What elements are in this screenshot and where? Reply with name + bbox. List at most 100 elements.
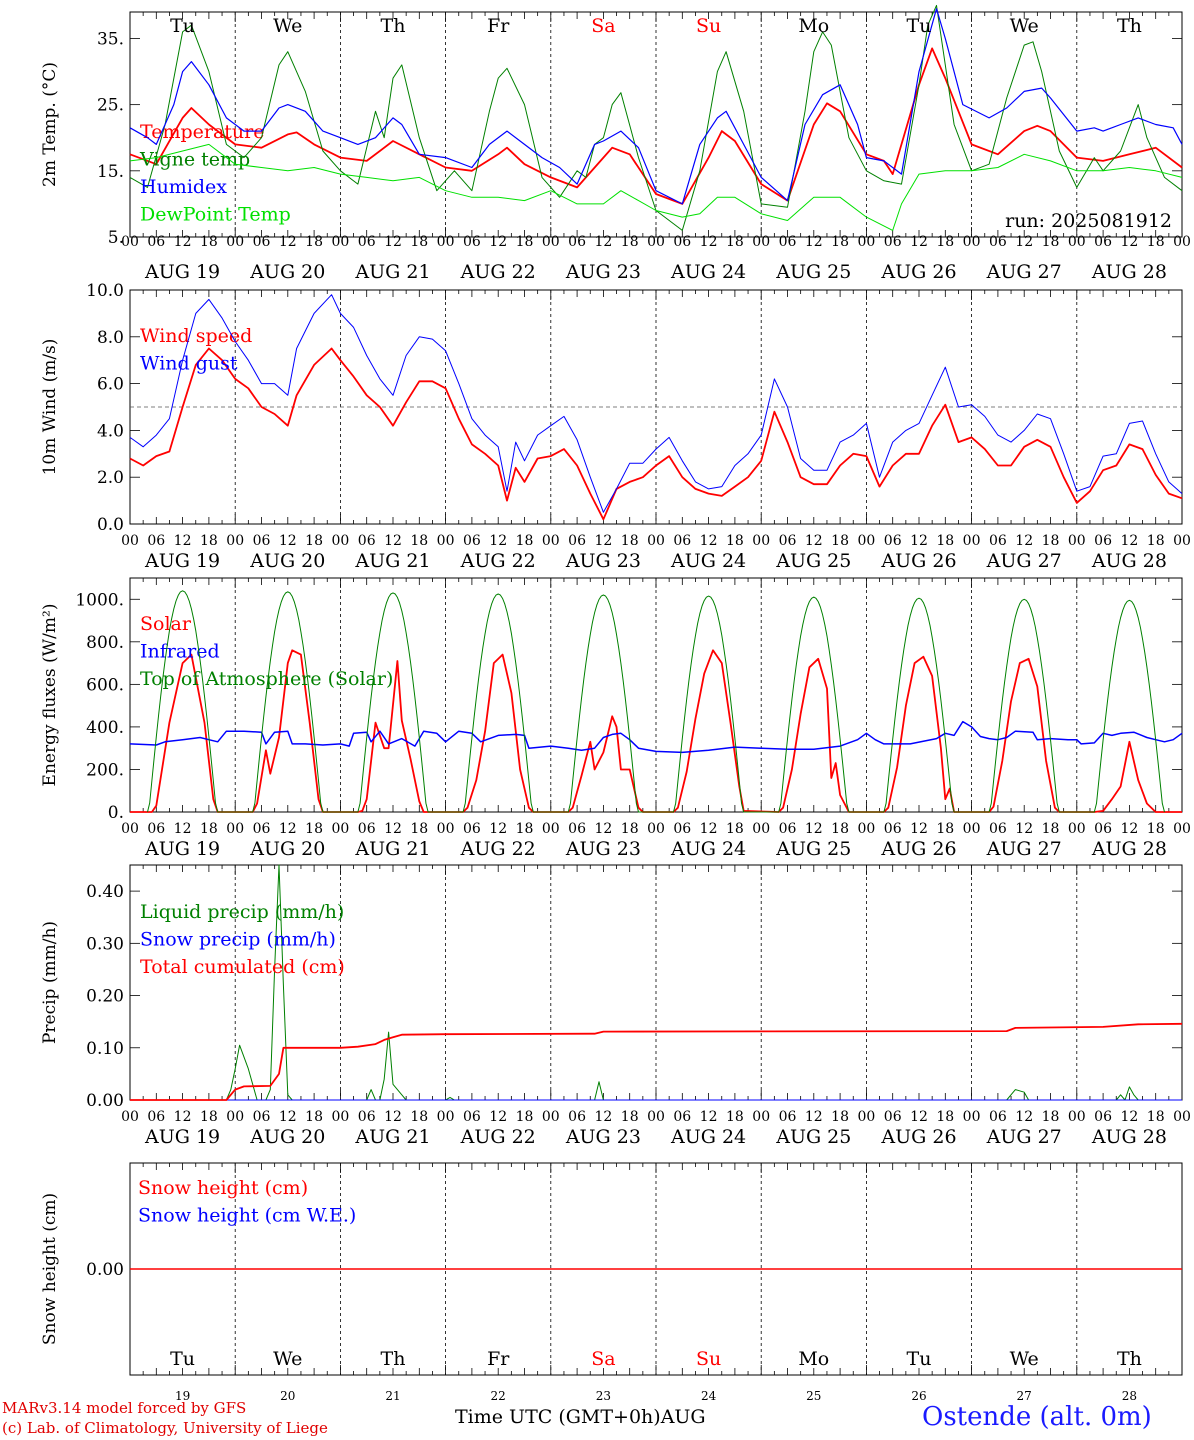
hour-tick-label: 00: [121, 533, 139, 549]
y-tick-label: 0.0: [97, 515, 124, 535]
hour-tick-label: 06: [147, 821, 165, 837]
date-label: AUG 27: [986, 550, 1062, 572]
legend-entry: Temperature: [140, 121, 264, 143]
legend-entry: Humidex: [140, 176, 227, 198]
date-label: AUG 24: [670, 1126, 746, 1148]
hour-tick-label: 18: [831, 533, 849, 549]
y-tick-label: 400.: [86, 718, 124, 738]
hour-tick-label: 00: [1173, 1109, 1191, 1125]
series-line-temperature-2: [129, 8, 1183, 205]
hour-tick-label: 06: [358, 821, 376, 837]
y-tick-label: 800.: [86, 633, 124, 653]
hour-tick-label: 06: [989, 234, 1007, 250]
hour-tick-label: 00: [542, 1109, 560, 1125]
legend-entry: Snow height (cm): [138, 1177, 308, 1199]
hour-tick-label: 18: [410, 1109, 428, 1125]
hour-tick-label: 06: [253, 533, 271, 549]
panel-precip: 0.00 0.10 0.20 0.30 0.40 Precip (mm/h) Liquid …: [40, 864, 1191, 1148]
series-line-wind-1: [129, 294, 1183, 513]
hour-tick-label: 12: [1120, 1109, 1138, 1125]
hour-tick-label: 00: [647, 533, 665, 549]
date-label: AUG 23: [565, 838, 641, 860]
date-label: AUG 25: [775, 1126, 851, 1148]
hour-tick-label: 00: [963, 234, 981, 250]
weekday-label: We: [273, 15, 302, 37]
hour-tick-label: 12: [1120, 234, 1138, 250]
hour-tick-label: 06: [147, 533, 165, 549]
panel-snow: 0.00 Snow height (cm) Snow height (cm) Snow…: [40, 1162, 1183, 1403]
hour-tick-label: 18: [305, 1109, 323, 1125]
y-tick-label: 0.00: [86, 1260, 124, 1280]
weekday-label: Tu: [170, 1348, 195, 1370]
hour-tick-label: 06: [884, 234, 902, 250]
weekday-label: Th: [381, 15, 406, 37]
date-label: AUG 22: [460, 1126, 536, 1148]
weekday-label: Su: [696, 15, 721, 37]
hour-tick-label: 06: [253, 821, 271, 837]
hour-tick-label: 12: [489, 1109, 507, 1125]
date-label: AUG 22: [460, 838, 536, 860]
hour-tick-label: 18: [936, 234, 954, 250]
y-tick-label: 8.0: [97, 328, 124, 348]
date-label: AUG 19: [144, 261, 220, 283]
date-label: AUG 21: [354, 838, 430, 860]
hour-tick-label: 00: [121, 234, 139, 250]
hour-tick-label: 12: [805, 821, 823, 837]
panel-wind: 0.0 2.0 4.0 6.0 8.0 10.0 10m Wind (m/s) Wind sp…: [40, 281, 1191, 572]
hour-tick-label: 00: [437, 234, 455, 250]
y-axis-label: 2m Temp. (°C): [40, 62, 60, 187]
hour-tick-label: 06: [779, 821, 797, 837]
date-label: AUG 25: [775, 261, 851, 283]
y-tick-label: 0.00: [86, 1091, 124, 1111]
hour-tick-label: 00: [857, 1109, 875, 1125]
hour-tick-label: 00: [331, 234, 349, 250]
date-label: AUG 20: [249, 1126, 325, 1148]
hour-tick-label: 12: [174, 1109, 192, 1125]
hour-tick-label: 00: [1068, 533, 1086, 549]
date-label: AUG 20: [249, 550, 325, 572]
hour-tick-label: 18: [621, 234, 639, 250]
hour-tick-label: 06: [568, 821, 586, 837]
weekday-label: Tu: [170, 15, 195, 37]
hour-tick-label: 18: [410, 533, 428, 549]
hour-tick-label: 00: [963, 821, 981, 837]
hour-tick-label: 12: [1015, 533, 1033, 549]
hour-tick-label: 12: [384, 234, 402, 250]
hour-tick-label: 00: [963, 1109, 981, 1125]
legend-entry: Top of Atmosphere (Solar): [140, 668, 393, 690]
hour-tick-label: 18: [200, 821, 218, 837]
hour-tick-label: 18: [516, 533, 534, 549]
hour-tick-label: 12: [384, 1109, 402, 1125]
day-number-label: 27: [1017, 1389, 1032, 1403]
weekday-label: Th: [1117, 15, 1142, 37]
hour-tick-label: 12: [279, 234, 297, 250]
credit-model: MARv3.14 model forced by GFS: [2, 1399, 247, 1417]
hour-tick-label: 06: [1094, 1109, 1112, 1125]
hour-tick-label: 06: [358, 533, 376, 549]
hour-tick-label: 12: [1015, 1109, 1033, 1125]
hour-tick-label: 06: [463, 234, 481, 250]
hour-tick-label: 00: [752, 234, 770, 250]
date-label: AUG 26: [880, 550, 956, 572]
x-axis-title: Time UTC (GMT+0h)AUG: [455, 1406, 706, 1428]
date-label: AUG 22: [460, 261, 536, 283]
hour-tick-label: 06: [989, 821, 1007, 837]
weekday-label: We: [1010, 1348, 1039, 1370]
hour-tick-label: 18: [1147, 1109, 1165, 1125]
hour-tick-label: 06: [253, 234, 271, 250]
hour-tick-label: 00: [226, 234, 244, 250]
hour-tick-label: 06: [1094, 821, 1112, 837]
series-line-energy-2: [147, 590, 1165, 813]
hour-tick-label: 12: [594, 1109, 612, 1125]
hour-tick-label: 18: [726, 234, 744, 250]
y-tick-label: 0.30: [86, 934, 124, 954]
y-tick-label: 2.0: [97, 468, 124, 488]
date-label: AUG 21: [354, 1126, 430, 1148]
hour-tick-label: 06: [989, 533, 1007, 549]
date-label: AUG 24: [670, 261, 746, 283]
hour-tick-label: 12: [1015, 821, 1033, 837]
hour-tick-label: 18: [726, 821, 744, 837]
hour-tick-label: 00: [752, 821, 770, 837]
hour-tick-label: 18: [1042, 533, 1060, 549]
hour-tick-label: 18: [621, 533, 639, 549]
